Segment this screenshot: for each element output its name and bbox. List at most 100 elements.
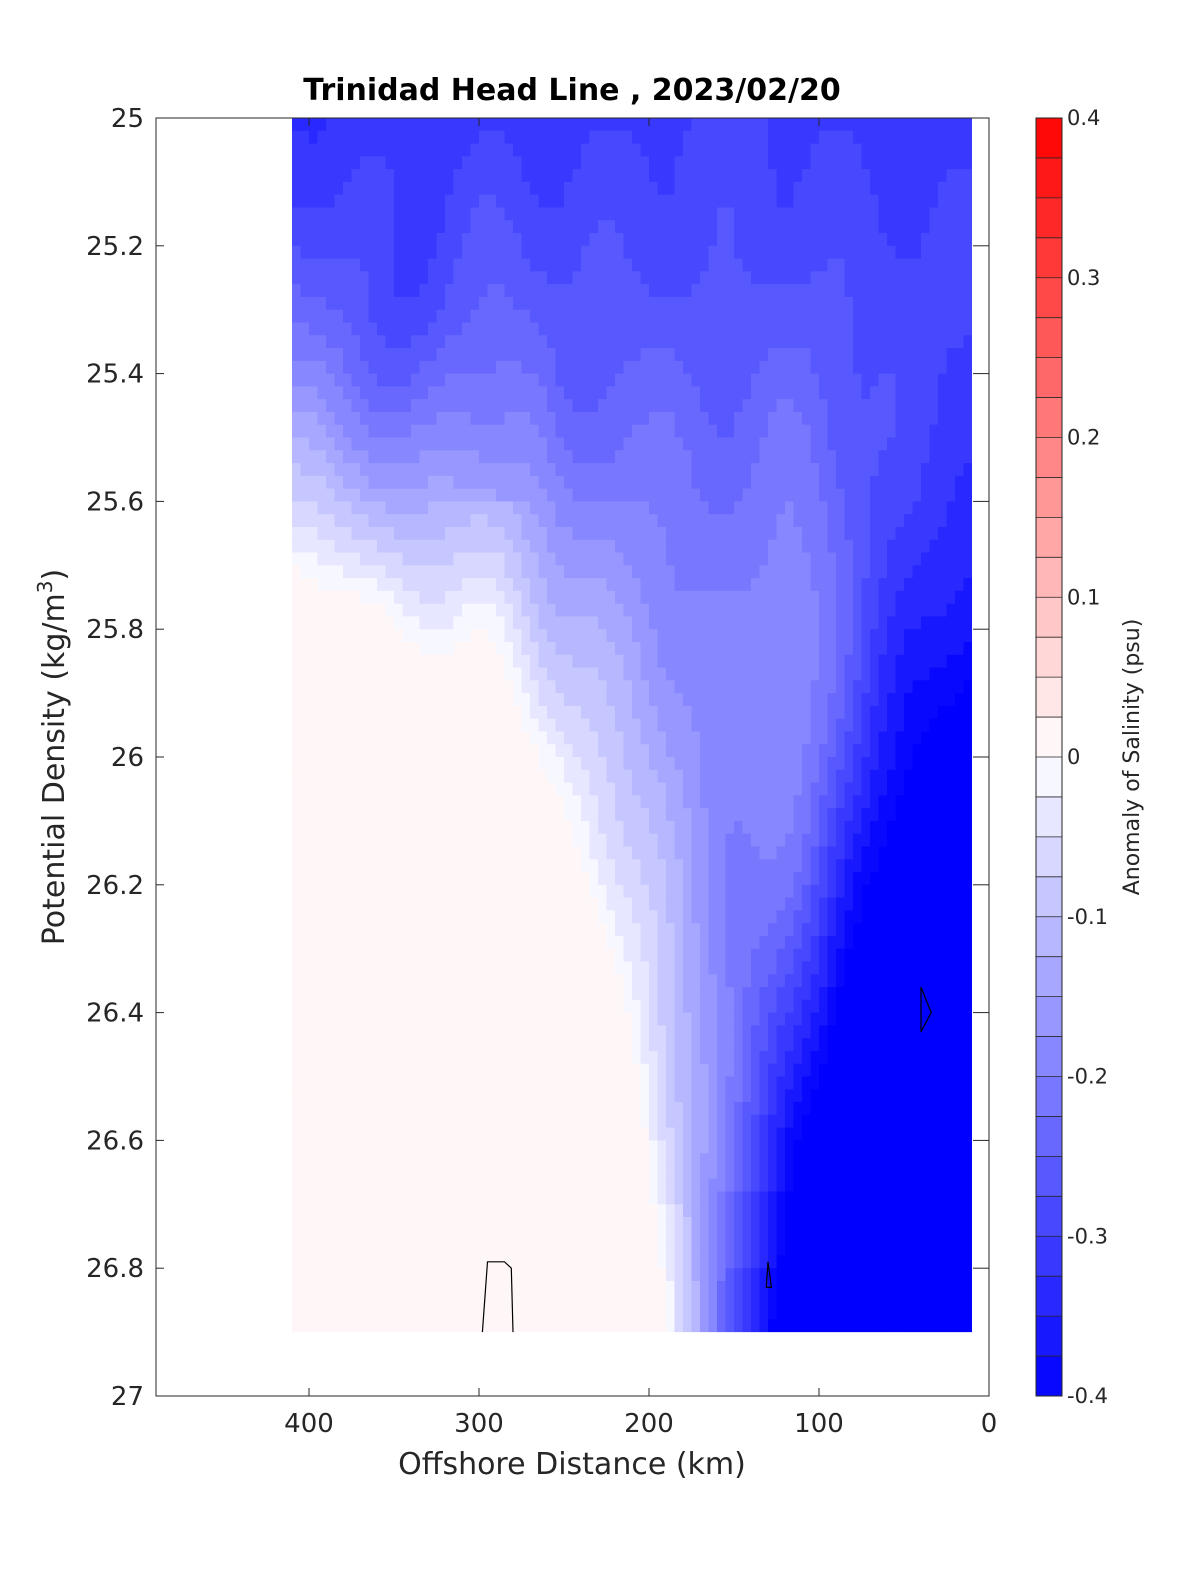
field-cell — [700, 820, 710, 835]
field-cell — [300, 130, 310, 145]
field-cell — [462, 1242, 472, 1257]
field-cell — [564, 1306, 574, 1320]
field-cell — [445, 616, 455, 630]
field-cell — [428, 1191, 438, 1205]
field-cell — [394, 322, 404, 336]
field-cell — [351, 897, 361, 911]
field-cell — [385, 1178, 395, 1193]
field-cell — [623, 731, 633, 745]
field-cell — [470, 1140, 480, 1154]
field-cell — [487, 897, 497, 911]
field-cell — [530, 987, 540, 1001]
field-cell — [309, 578, 319, 592]
field-cell — [530, 693, 540, 707]
field-cell — [394, 935, 404, 950]
field-cell — [351, 437, 361, 451]
field-cell — [317, 795, 327, 809]
field-cell — [445, 220, 455, 234]
field-cell — [394, 808, 404, 822]
field-cell — [453, 565, 463, 579]
field-cell — [725, 565, 735, 579]
field-cell — [377, 271, 387, 285]
field-cell — [691, 284, 701, 298]
field-cell — [700, 833, 710, 848]
field-cell — [300, 565, 310, 579]
field-cell — [360, 910, 370, 924]
field-cell — [292, 897, 302, 911]
field-cell — [385, 411, 395, 426]
field-cell — [351, 641, 361, 656]
field-cell — [504, 629, 514, 643]
field-cell — [538, 1242, 548, 1257]
field-cell — [632, 961, 642, 975]
field-cell — [436, 514, 446, 528]
field-cell — [504, 348, 514, 362]
field-cell — [445, 859, 455, 873]
field-cell — [674, 207, 684, 221]
field-cell — [496, 616, 506, 630]
field-cell — [292, 156, 302, 170]
field-cell — [513, 1319, 523, 1333]
field-cell — [377, 910, 387, 924]
field-cell — [470, 1280, 480, 1295]
field-cell — [725, 169, 735, 183]
field-cell — [581, 169, 591, 183]
field-cell — [683, 1191, 693, 1205]
field-cell — [547, 1217, 557, 1231]
field-cell — [581, 424, 591, 439]
field-cell — [691, 245, 701, 260]
field-cell — [402, 757, 412, 771]
field-cell — [368, 718, 378, 733]
field-cell — [717, 1140, 727, 1154]
field-cell — [657, 309, 667, 324]
field-cell — [317, 1140, 327, 1154]
field-cell — [504, 220, 514, 234]
field-cell — [385, 156, 395, 170]
field-cell — [343, 923, 353, 937]
field-cell — [385, 1255, 395, 1269]
field-cell — [402, 1191, 412, 1205]
field-cell — [623, 987, 633, 1001]
field-cell — [691, 1076, 701, 1090]
field-cell — [292, 1102, 302, 1116]
field-cell — [725, 1204, 735, 1218]
field-cell — [666, 961, 676, 975]
field-cell — [674, 156, 684, 170]
field-cell — [326, 539, 336, 554]
field-cell — [547, 526, 557, 541]
field-cell — [309, 705, 319, 720]
field-cell — [700, 143, 710, 157]
field-cell — [589, 884, 599, 899]
field-cell — [708, 437, 718, 451]
field-cell — [479, 373, 489, 387]
field-cell — [428, 693, 438, 707]
field-cell — [632, 680, 642, 694]
field-cell — [649, 578, 659, 592]
field-cell — [572, 846, 582, 860]
field-cell — [326, 1012, 336, 1026]
field-cell — [513, 1114, 523, 1129]
field-cell — [640, 488, 650, 502]
field-cell — [402, 629, 412, 643]
field-cell — [623, 463, 633, 477]
field-cell — [657, 463, 667, 477]
field-cell — [445, 424, 455, 439]
field-cell — [436, 1306, 446, 1320]
field-cell — [453, 194, 463, 209]
field-cell — [564, 335, 574, 349]
field-cell — [436, 207, 446, 221]
field-cell — [487, 501, 497, 515]
field-cell — [368, 1038, 378, 1052]
field-cell — [683, 360, 693, 375]
field-cell — [598, 667, 608, 681]
field-cell — [360, 181, 370, 196]
field-cell — [292, 514, 302, 528]
field-cell — [394, 233, 404, 247]
field-cell — [445, 156, 455, 170]
field-cell — [657, 1076, 667, 1090]
field-cell — [428, 1306, 438, 1320]
field-cell — [479, 1204, 489, 1218]
field-cell — [623, 1191, 633, 1205]
field-cell — [445, 143, 455, 157]
field-cell — [504, 948, 514, 963]
